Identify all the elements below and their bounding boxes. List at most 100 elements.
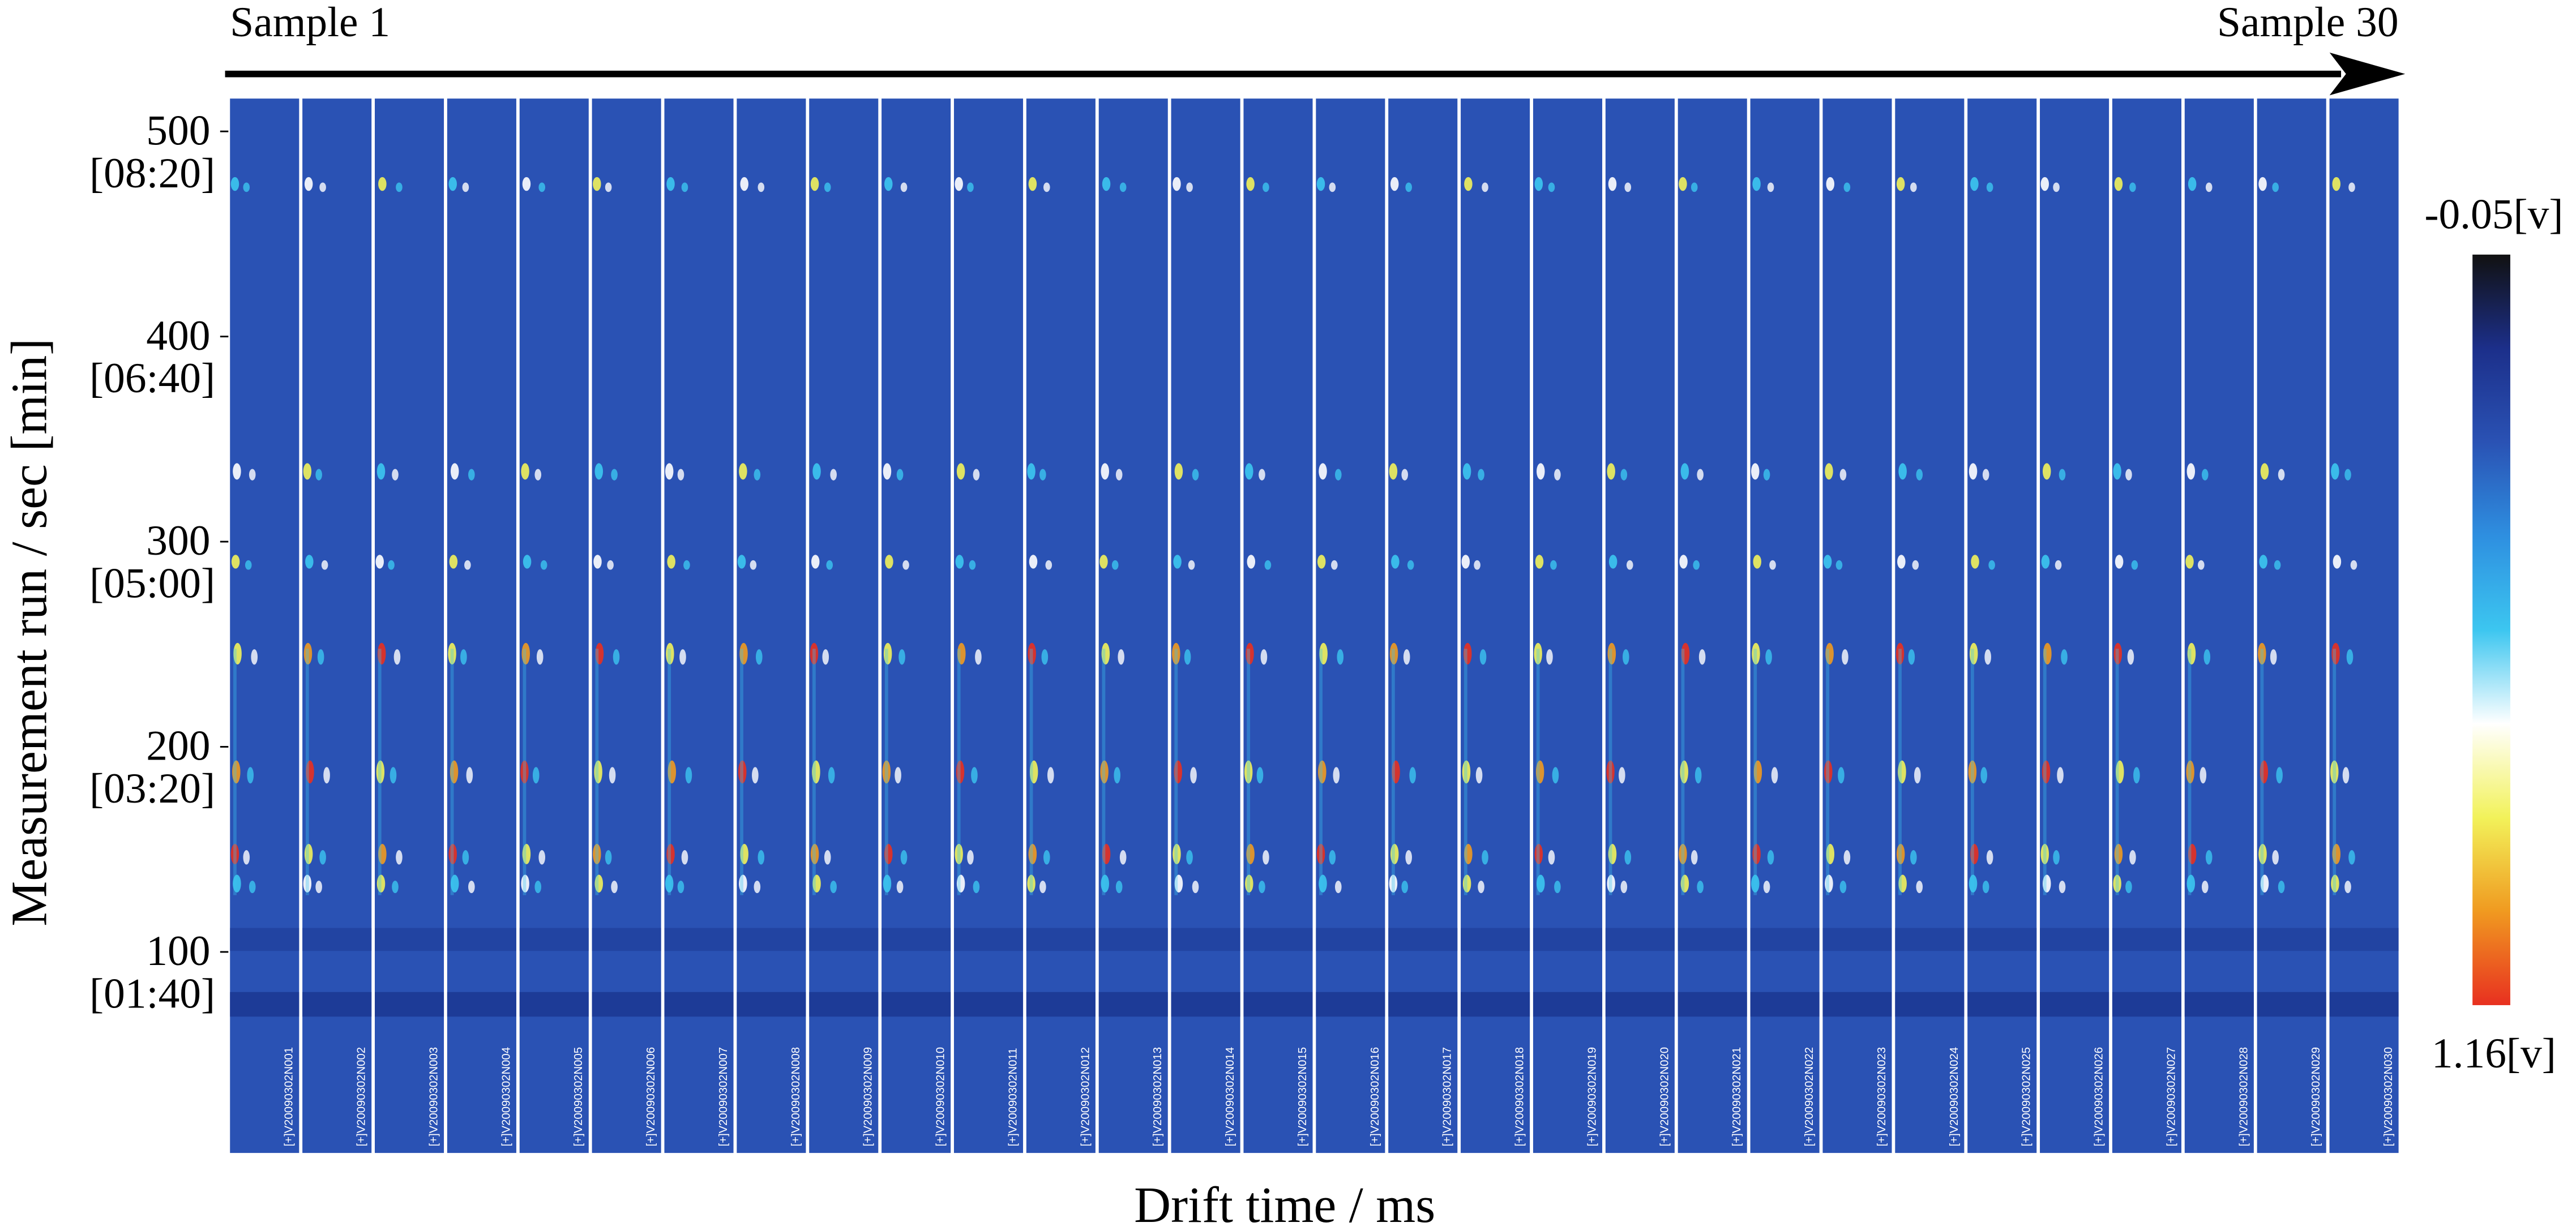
peak (450, 463, 459, 480)
dark-band (1243, 928, 1313, 951)
peak (611, 880, 618, 894)
panel-label: [+]V20090302N028 (2237, 1047, 2250, 1146)
peak (1751, 874, 1760, 893)
peak (450, 760, 459, 784)
peak (1537, 463, 1545, 480)
peak (1548, 850, 1555, 865)
peak (1043, 182, 1050, 192)
panel-label: [+]V20090302N024 (1948, 1047, 1961, 1146)
peak (1763, 880, 1770, 894)
heatmap-panel: [+]V20090302N027 (2112, 98, 2181, 1153)
peak (1029, 760, 1038, 784)
peak (1895, 642, 1905, 665)
peak (883, 463, 892, 480)
dark-band (592, 992, 661, 1017)
peak (756, 649, 763, 665)
peak (754, 469, 761, 481)
peak (594, 463, 604, 480)
peak (1771, 767, 1778, 784)
peak (1102, 177, 1111, 191)
peak (1910, 850, 1917, 865)
peak (2274, 560, 2281, 570)
peak (2331, 874, 2339, 893)
peak (1247, 555, 1256, 569)
peak (2059, 880, 2066, 894)
peak (468, 880, 475, 894)
peak (1259, 469, 1265, 481)
peak (1969, 463, 1978, 480)
peak (2272, 850, 2279, 865)
panel-background (230, 98, 299, 1153)
peak (450, 874, 459, 893)
peak (230, 177, 239, 191)
peak (2331, 463, 2339, 480)
y-tick-time-label: [03:20] (89, 765, 215, 812)
peak (1691, 182, 1698, 192)
peak (822, 649, 829, 665)
peak (521, 463, 529, 480)
peak (1041, 649, 1049, 665)
peak (2201, 469, 2209, 481)
peak (1984, 649, 1991, 665)
peak (740, 177, 748, 191)
peak (2258, 177, 2267, 191)
peak (245, 560, 252, 570)
peak (1392, 760, 1400, 784)
peak (2205, 182, 2213, 192)
panel-background (1895, 98, 1965, 1153)
peak (1173, 177, 1181, 191)
peak (306, 760, 314, 784)
peak (1537, 874, 1545, 893)
panel-label: [+]V20090302N023 (1876, 1047, 1888, 1146)
peak (1174, 760, 1183, 784)
heatmap-panel: [+]V20090302N015 (1243, 98, 1313, 1153)
peak (1680, 874, 1689, 893)
peak (1535, 555, 1544, 569)
peak (1043, 850, 1050, 865)
peak (1680, 463, 1689, 480)
peak (677, 880, 684, 894)
streak (1464, 649, 1467, 895)
peak (1464, 177, 1473, 191)
peak (303, 642, 313, 665)
y-tick-time-label: [08:20] (89, 150, 215, 197)
peak (594, 760, 602, 784)
peak (900, 182, 908, 192)
dark-band (2040, 928, 2109, 951)
streak (523, 649, 527, 895)
streak (740, 649, 743, 895)
peak (448, 843, 457, 864)
x-axis-label: Drift time / ms (1134, 1177, 1435, 1231)
heatmap-panel: [+]V20090302N019 (1533, 98, 1603, 1153)
peak (1980, 767, 1987, 784)
panel-label: [+]V20090302N001 (283, 1047, 296, 1146)
peak (811, 555, 820, 569)
peak (1027, 874, 1035, 893)
panel-background (882, 98, 951, 1153)
peak (1823, 555, 1832, 569)
peak (2059, 469, 2066, 481)
heatmap-panel: [+]V20090302N018 (1461, 98, 1530, 1153)
peak (1482, 182, 1488, 192)
panel-label: [+]V20090302N005 (572, 1047, 585, 1146)
peak (1047, 767, 1054, 784)
heatmap-panel: [+]V20090302N013 (1098, 98, 1168, 1153)
heatmap-panel: [+]V20090302N007 (664, 98, 734, 1153)
peak (2348, 182, 2355, 192)
heatmap-panel: [+]V20090302N011 (953, 98, 1024, 1153)
peak (1763, 469, 1770, 481)
peak (304, 843, 313, 864)
peak (1102, 843, 1111, 864)
dark-band (2040, 992, 2109, 1017)
peak (1329, 182, 1336, 192)
dark-band (953, 992, 1024, 1017)
peak (956, 463, 965, 480)
heatmap-panel: [+]V20090302N017 (1388, 98, 1458, 1153)
peak (1898, 463, 1907, 480)
peak (969, 560, 976, 570)
peak (1550, 560, 1557, 570)
peak (1246, 843, 1255, 864)
peak (665, 874, 674, 893)
peak (1681, 642, 1690, 665)
peak (2272, 182, 2279, 192)
